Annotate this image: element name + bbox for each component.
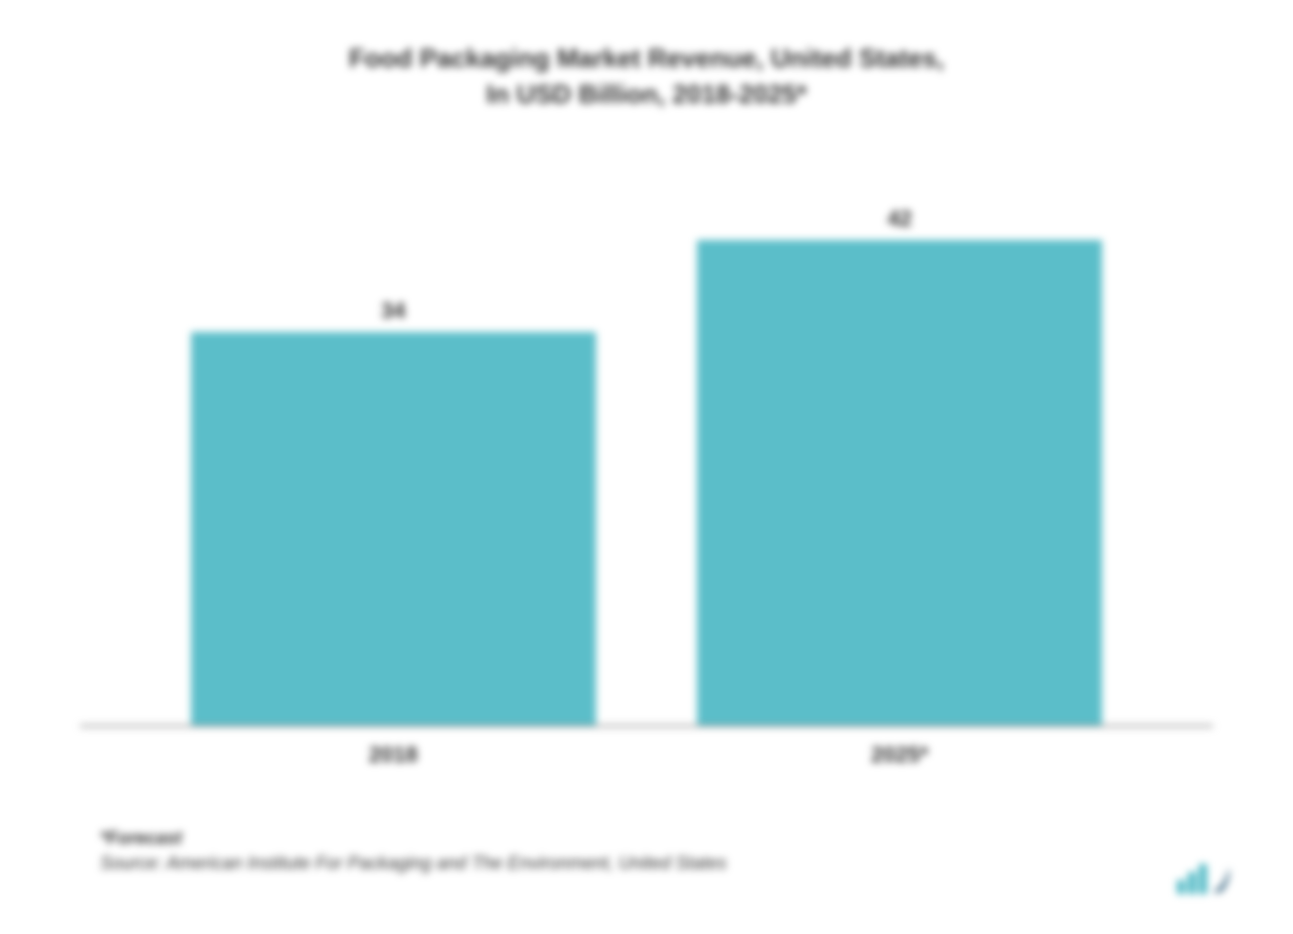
brand-logo — [1177, 864, 1233, 894]
bar-0 — [191, 332, 596, 725]
chart-plot-area: 34 42 2018 2025* — [80, 163, 1213, 768]
source-text: Source: American Institute For Packaging… — [100, 853, 1213, 874]
bar-group-0: 34 — [191, 298, 596, 725]
bars-wrapper: 34 42 — [80, 163, 1213, 727]
chart-container: Food Packaging Market Revenue, United St… — [0, 0, 1293, 934]
logo-swoosh-icon — [1211, 864, 1233, 894]
x-axis-labels: 2018 2025* — [80, 727, 1213, 768]
bar-value-1: 42 — [888, 206, 912, 232]
bar-group-1: 42 — [697, 206, 1102, 725]
chart-title: Food Packaging Market Revenue, United St… — [80, 40, 1213, 113]
logo-bars-icon — [1177, 864, 1207, 894]
source-area: *Forecast Source: American Institute For… — [80, 828, 1213, 874]
source-forecast-note: *Forecast — [100, 828, 1213, 849]
chart-title-line2: In USD Billion, 2018-2025* — [80, 76, 1213, 112]
bar-1 — [697, 240, 1102, 725]
chart-title-line1: Food Packaging Market Revenue, United St… — [80, 40, 1213, 76]
bar-value-0: 34 — [381, 298, 405, 324]
x-label-1: 2025* — [697, 742, 1102, 768]
x-label-0: 2018 — [191, 742, 596, 768]
